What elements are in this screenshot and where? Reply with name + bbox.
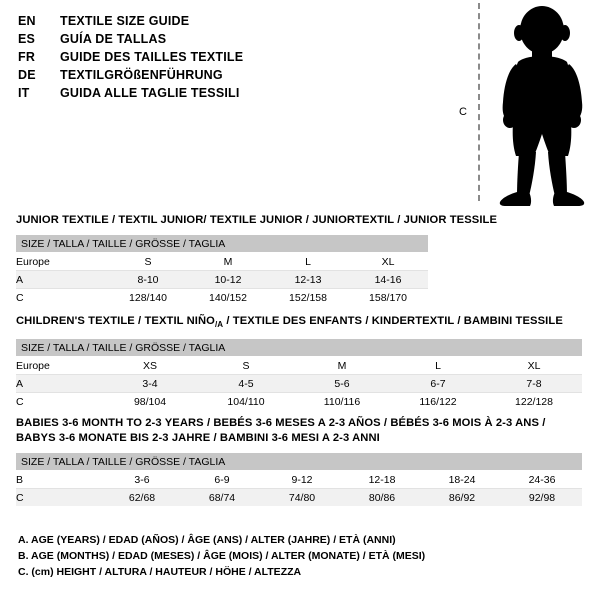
childrens-a-value-1: 3-4 [102, 374, 198, 394]
babies-size-header-label: SIZE / TALLA / TAILLE / GRÖSSE / TAGLIA [16, 453, 583, 471]
babies-c-value-3: 74/80 [262, 488, 342, 506]
junior-row-europe-label: Europe [16, 252, 108, 271]
legend-line-a: A. AGE (YEARS) / EDAD (AÑOS) / ÂGE (ANS)… [18, 534, 396, 546]
language-row-en: EN TEXTILE SIZE GUIDE [18, 14, 318, 32]
language-title-es: GUÍA DE TALLAS [60, 32, 167, 46]
junior-c-value-4: 158/170 [348, 288, 429, 306]
babies-b-value-6: 24-36 [502, 470, 583, 489]
legend-line-b: B. AGE (MONTHS) / EDAD (MESES) / ÂGE (MO… [18, 550, 426, 562]
childrens-c-value-3: 110/116 [294, 392, 390, 411]
language-code-fr: FR [18, 50, 36, 64]
babies-c-value-2: 68/74 [182, 488, 262, 506]
childrens-a-value-5: 7-8 [486, 374, 582, 394]
junior-a-value-3: 12-13 [268, 270, 348, 289]
childrens-c-value-5: 122/128 [486, 392, 582, 411]
section-title-childrens-prefix: CHILDREN'S TEXTILE / TEXTIL NIÑO [16, 315, 215, 327]
babies-b-value-1: 3-6 [102, 470, 182, 489]
section-childrens-textile: CHILDREN'S TEXTILE / TEXTIL NIÑO/A / TEX… [16, 314, 582, 411]
table-row: C 62/68 68/74 74/80 80/86 86/92 92/98 [16, 488, 583, 506]
childrens-europe-value-1: XS [102, 356, 198, 376]
table-row: C 98/104 104/110 110/116 116/122 122/128 [16, 392, 582, 411]
childrens-size-table: SIZE / TALLA / TAILLE / GRÖSSE / TAGLIA … [16, 339, 582, 411]
junior-c-value-3: 152/158 [268, 288, 348, 306]
junior-c-value-1: 128/140 [108, 288, 188, 306]
height-dashed-line [478, 3, 480, 201]
childrens-europe-value-4: L [390, 356, 486, 376]
language-code-it: IT [18, 86, 30, 100]
childrens-a-value-4: 6-7 [390, 374, 486, 394]
junior-row-c-label: C [16, 288, 108, 306]
table-row: A 3-4 4-5 5-6 6-7 7-8 [16, 374, 582, 394]
language-code-de: DE [18, 68, 36, 82]
height-marker-label: C [459, 106, 467, 118]
childrens-europe-value-3: M [294, 356, 390, 376]
childrens-c-value-1: 98/104 [102, 392, 198, 411]
section-junior-textile: JUNIOR TEXTILE / TEXTIL JUNIOR/ TEXTILE … [16, 213, 497, 306]
babies-b-value-5: 18-24 [422, 470, 502, 489]
junior-europe-value-1: S [108, 252, 188, 271]
section-title-childrens-subscript: /A [214, 320, 224, 330]
babies-row-b-label: B [16, 470, 102, 489]
table-row: Europe S M L XL [16, 252, 429, 271]
language-code-en: EN [18, 14, 36, 28]
babies-row-c-label: C [16, 488, 102, 506]
junior-europe-value-2: M [188, 252, 268, 271]
babies-b-value-4: 12-18 [342, 470, 422, 489]
childrens-a-value-3: 5-6 [294, 374, 390, 394]
section-title-childrens-suffix: / TEXTILE DES ENFANTS / KINDERTEXTIL / B… [223, 315, 563, 327]
language-title-it: GUIDA ALLE TAGLIE TESSILI [60, 86, 240, 100]
section-title-babies-line2: BABYS 3-6 MONATE BIS 2-3 JAHRE / BAMBINI… [16, 432, 380, 444]
junior-c-value-2: 140/152 [188, 288, 268, 306]
language-row-es: ES GUÍA DE TALLAS [18, 32, 318, 50]
measurement-legend: A. AGE (YEARS) / EDAD (AÑOS) / ÂGE (ANS)… [18, 532, 425, 580]
babies-size-table: SIZE / TALLA / TAILLE / GRÖSSE / TAGLIA … [16, 453, 583, 506]
language-row-de: DE TEXTILGRÖßENFÜHRUNG [18, 68, 318, 86]
junior-europe-value-4: XL [348, 252, 429, 271]
junior-a-value-1: 8-10 [108, 270, 188, 289]
language-row-it: IT GUIDA ALLE TAGLIE TESSILI [18, 86, 318, 104]
childrens-row-europe-label: Europe [16, 356, 102, 376]
childrens-row-a-label: A [16, 374, 102, 394]
junior-a-value-4: 14-16 [348, 270, 429, 289]
table-row: A 8-10 10-12 12-13 14-16 [16, 270, 429, 289]
table-row: C 128/140 140/152 152/158 158/170 [16, 288, 429, 306]
childrens-a-value-2: 4-5 [198, 374, 294, 394]
childrens-table-size-header: SIZE / TALLA / TAILLE / GRÖSSE / TAGLIA [16, 339, 582, 358]
language-header: EN TEXTILE SIZE GUIDE ES GUÍA DE TALLAS … [18, 14, 318, 104]
junior-a-value-2: 10-12 [188, 270, 268, 289]
table-row: Europe XS S M L XL [16, 356, 582, 376]
section-babies-textile: BABIES 3-6 MONTH TO 2-3 YEARS / BEBÉS 3-… [16, 416, 583, 506]
language-title-de: TEXTILGRÖßENFÜHRUNG [60, 68, 223, 82]
section-title-junior: JUNIOR TEXTILE / TEXTIL JUNIOR/ TEXTILE … [16, 214, 498, 226]
section-title-childrens: CHILDREN'S TEXTILE / TEXTIL NIÑO/A / TEX… [16, 314, 582, 332]
junior-europe-value-3: L [268, 252, 348, 271]
junior-size-table: SIZE / TALLA / TAILLE / GRÖSSE / TAGLIA … [16, 235, 429, 306]
babies-c-value-5: 86/92 [422, 488, 502, 506]
legend-line-c: C. (cm) HEIGHT / ALTURA / HAUTEUR / HÖHE… [18, 566, 302, 578]
babies-c-value-1: 62/68 [102, 488, 182, 506]
childrens-size-header-label: SIZE / TALLA / TAILLE / GRÖSSE / TAGLIA [16, 339, 582, 358]
childrens-c-value-2: 104/110 [198, 392, 294, 411]
language-code-es: ES [18, 32, 36, 46]
language-title-fr: GUIDE DES TAILLES TEXTILE [60, 50, 244, 64]
babies-b-value-3: 9-12 [262, 470, 342, 489]
table-row: B 3-6 6-9 9-12 12-18 18-24 24-36 [16, 470, 583, 489]
babies-b-value-2: 6-9 [182, 470, 262, 489]
height-measurement-figure: C [440, 0, 600, 212]
babies-table-size-header: SIZE / TALLA / TAILLE / GRÖSSE / TAGLIA [16, 453, 583, 471]
language-title-en: TEXTILE SIZE GUIDE [60, 14, 190, 28]
childrens-europe-value-2: S [198, 356, 294, 376]
childrens-c-value-4: 116/122 [390, 392, 486, 411]
junior-row-a-label: A [16, 270, 108, 289]
junior-size-header-label: SIZE / TALLA / TAILLE / GRÖSSE / TAGLIA [16, 235, 429, 253]
section-title-babies-line1: BABIES 3-6 MONTH TO 2-3 YEARS / BEBÉS 3-… [16, 417, 546, 429]
babies-c-value-6: 92/98 [502, 488, 583, 506]
babies-c-value-4: 80/86 [342, 488, 422, 506]
toddler-silhouette-icon [499, 6, 585, 206]
language-row-fr: FR GUIDE DES TAILLES TEXTILE [18, 50, 318, 68]
childrens-europe-value-5: XL [486, 356, 582, 376]
childrens-row-c-label: C [16, 392, 102, 411]
junior-table-size-header: SIZE / TALLA / TAILLE / GRÖSSE / TAGLIA [16, 235, 429, 253]
